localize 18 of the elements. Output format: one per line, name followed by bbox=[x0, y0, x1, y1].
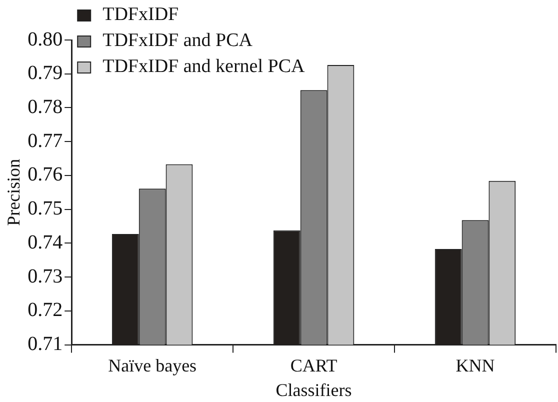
y-tick-label: 0.79 bbox=[28, 62, 63, 84]
x-tick-label: Naïve bayes bbox=[108, 355, 197, 376]
legend-label: TDFxIDF bbox=[102, 4, 179, 25]
legend-label: TDFxIDF and kernel PCA bbox=[102, 56, 306, 77]
x-tick-label: CART bbox=[290, 355, 338, 376]
y-tick-label: 0.73 bbox=[28, 265, 63, 288]
x-axis-title: Classifiers bbox=[276, 380, 352, 400]
y-tick-label: 0.72 bbox=[28, 299, 63, 322]
y-tick-label: 0.74 bbox=[28, 231, 63, 254]
y-axis-title: Precision bbox=[4, 158, 24, 226]
y-tick-label: 0.76 bbox=[28, 164, 63, 186]
y-tick-label: 0.80 bbox=[28, 28, 63, 50]
legend-label: TDFxIDF and PCA bbox=[102, 30, 253, 51]
y-tick-label: 0.77 bbox=[28, 130, 63, 152]
x-tick-label: KNN bbox=[456, 355, 495, 376]
y-tick-label: 0.75 bbox=[28, 198, 63, 220]
y-tick-label: 0.78 bbox=[28, 96, 63, 118]
y-tick-label: 0.71 bbox=[28, 333, 63, 356]
